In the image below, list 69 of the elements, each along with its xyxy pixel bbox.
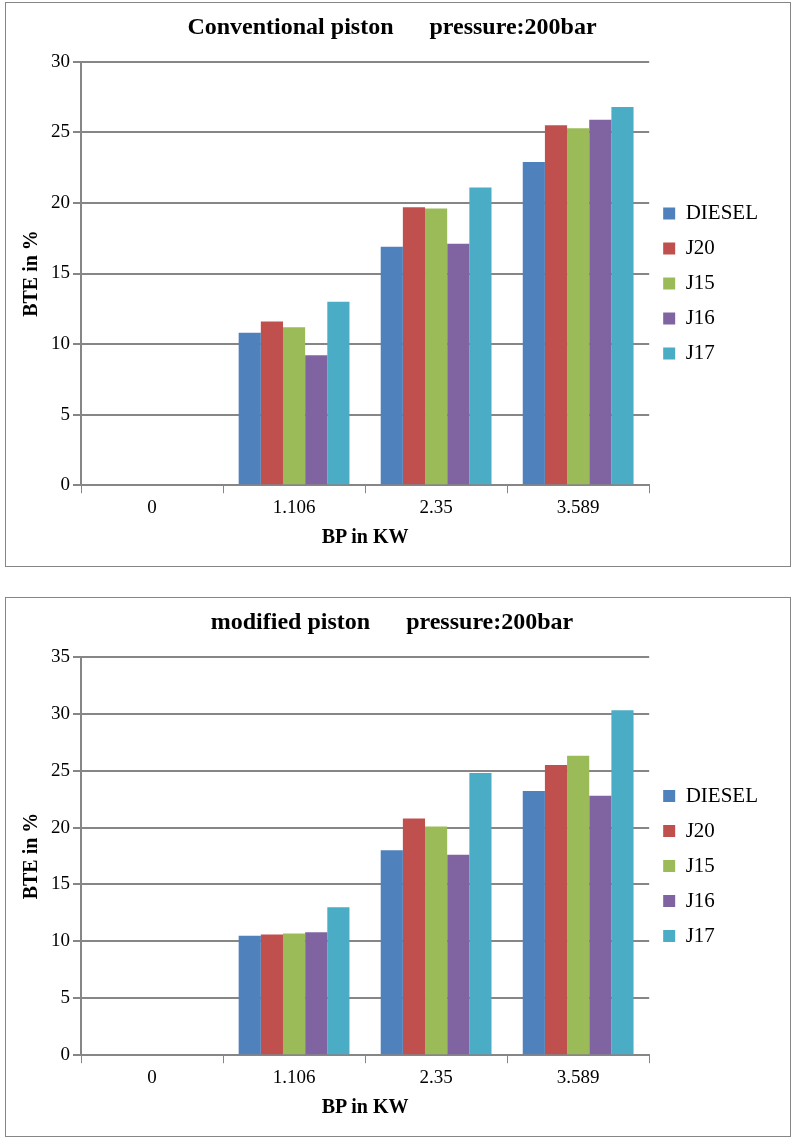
y-tick-label: 25 <box>51 758 70 780</box>
bar <box>305 355 328 485</box>
legend-label: J15 <box>685 270 715 295</box>
x-axis-title: BP in KW <box>321 1095 409 1118</box>
bar <box>402 207 426 485</box>
bar <box>282 327 306 485</box>
y-tick-label: 30 <box>51 49 70 71</box>
y-tick-label: 35 <box>51 644 70 666</box>
y-tick-label: 10 <box>51 929 70 951</box>
y-tick-label: 0 <box>60 1043 70 1065</box>
bar <box>327 907 350 1055</box>
legend-label: DIESEL <box>685 782 759 807</box>
bar <box>589 795 612 1055</box>
x-axis-title: BP in KW <box>321 525 409 548</box>
legend-label: J17 <box>685 340 715 365</box>
bar <box>522 162 545 485</box>
bar <box>544 125 568 485</box>
y-tick-label: 10 <box>51 332 70 354</box>
chart-title: Conventional piston pressure:200bar <box>187 12 597 39</box>
legend-label: J16 <box>685 305 715 330</box>
y-tick-label: 20 <box>51 815 70 837</box>
x-tick-label: 0 <box>147 1065 157 1087</box>
bar <box>567 755 590 1055</box>
y-tick-label: 30 <box>51 701 70 723</box>
bar <box>425 826 448 1055</box>
x-tick-label: 2.35 <box>419 1065 453 1087</box>
x-tick-label: 2.35 <box>419 495 453 517</box>
bar <box>380 246 403 485</box>
bar <box>447 854 470 1055</box>
bar <box>380 850 403 1055</box>
y-tick-label: 20 <box>51 190 70 212</box>
bar <box>260 934 283 1055</box>
x-tick-label: 1.106 <box>272 1065 316 1087</box>
y-tick-label: 0 <box>60 473 70 495</box>
x-tick-label: 0 <box>147 495 157 517</box>
y-tick-label: 5 <box>60 986 70 1008</box>
bar <box>469 772 492 1055</box>
bar <box>544 764 568 1055</box>
bar <box>447 243 470 485</box>
legend-label: J20 <box>685 235 715 260</box>
bar <box>402 818 426 1055</box>
y-axis-title: BTE in % <box>19 230 42 317</box>
x-tick-label: 1.106 <box>272 495 316 517</box>
y-tick-label: 15 <box>51 261 70 283</box>
bar <box>589 119 612 485</box>
x-tick-label: 3.589 <box>556 495 600 517</box>
bar <box>522 791 545 1055</box>
bar <box>327 301 350 485</box>
legend-label: J16 <box>685 887 715 912</box>
legend-label: J20 <box>685 817 715 842</box>
legend-label: J15 <box>685 852 715 877</box>
y-tick-label: 25 <box>51 120 70 142</box>
y-tick-label: 5 <box>60 402 70 424</box>
bar <box>425 208 448 485</box>
x-tick-label: 3.589 <box>556 1065 600 1087</box>
bar <box>469 187 492 485</box>
bar <box>611 710 634 1055</box>
legend-label: DIESEL <box>685 200 759 225</box>
bar <box>238 332 261 485</box>
bar <box>282 933 306 1055</box>
y-axis-title: BTE in % <box>19 812 42 900</box>
bar <box>238 935 261 1055</box>
bar <box>260 321 283 485</box>
bar <box>305 932 328 1055</box>
bar <box>567 128 590 485</box>
chart-title: modified piston pressure:200bar <box>210 607 574 634</box>
y-tick-label: 15 <box>51 872 70 894</box>
legend-label: J17 <box>685 922 715 947</box>
bar <box>611 106 634 485</box>
